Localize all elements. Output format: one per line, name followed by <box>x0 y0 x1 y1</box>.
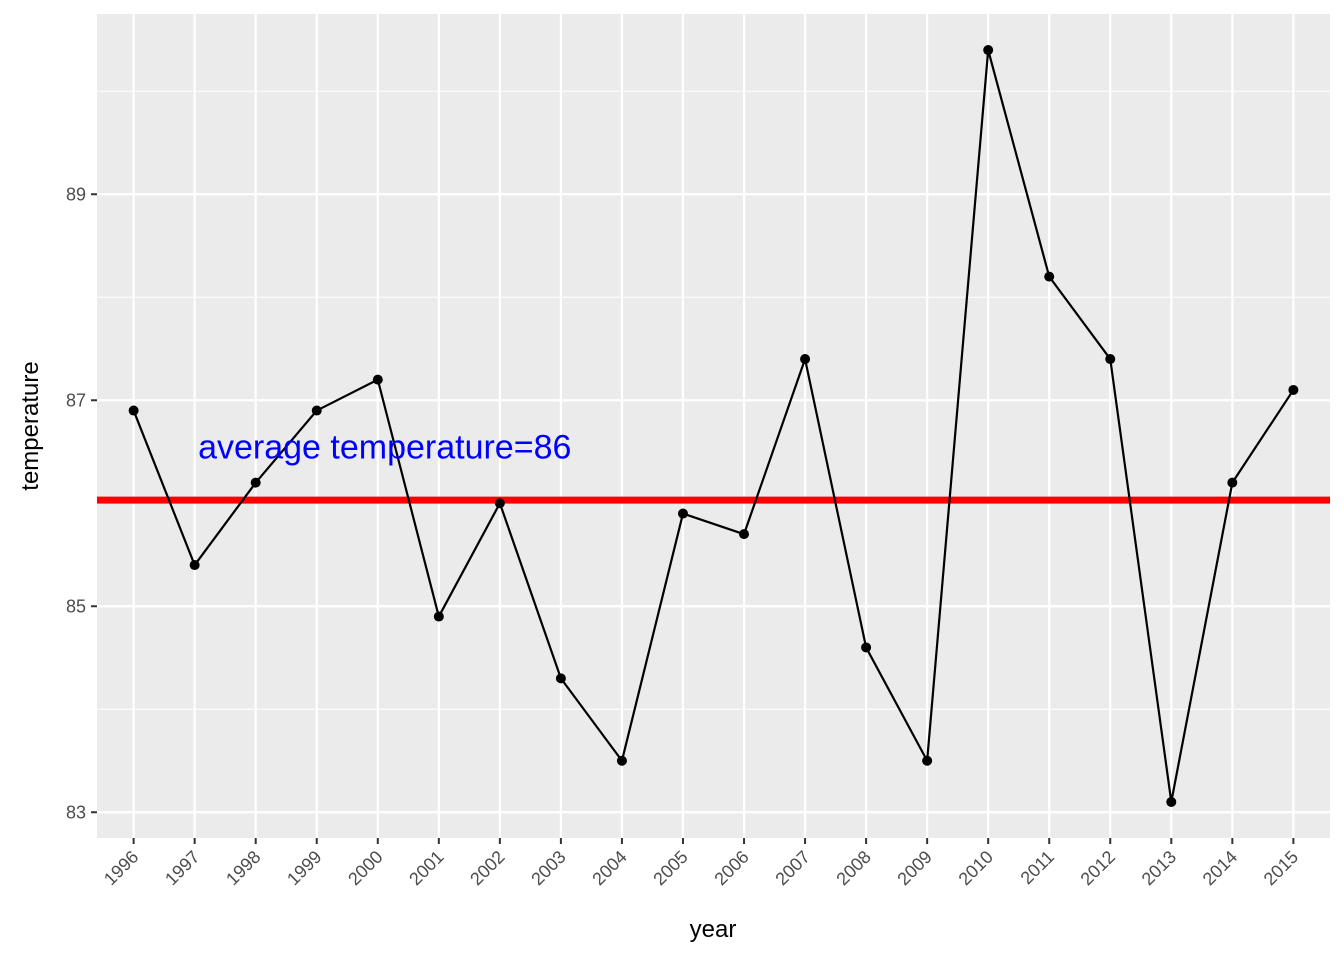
x-tick-label: 2012 <box>1077 847 1119 889</box>
series-line <box>132 48 1295 804</box>
y-axis: 83 85 87 89 <box>66 184 97 822</box>
x-tick-label: 2014 <box>1199 847 1241 889</box>
data-point <box>983 45 994 56</box>
x-tick-label: 2008 <box>832 847 874 889</box>
average-annotation: average temperature=86 <box>198 429 571 467</box>
data-point <box>433 611 444 622</box>
data-point <box>1105 354 1116 365</box>
y-axis-title: temperature <box>17 361 44 490</box>
data-point <box>677 508 688 519</box>
data-point <box>1166 796 1177 807</box>
x-tick-label: 1999 <box>283 847 325 889</box>
data-point <box>1227 477 1238 488</box>
data-point <box>250 477 261 488</box>
data-point <box>128 405 139 416</box>
x-tick-label: 2003 <box>527 847 569 889</box>
x-tick-label: 2010 <box>955 847 997 889</box>
x-tick-label: 2000 <box>344 847 386 889</box>
x-tick-label: 1996 <box>100 847 142 889</box>
y-tick-label: 89 <box>66 184 86 204</box>
data-point <box>189 560 200 571</box>
data-point <box>494 498 505 509</box>
y-tick-label: 83 <box>66 802 86 822</box>
data-point <box>800 354 811 365</box>
x-tick-label: 2004 <box>588 847 630 889</box>
x-axis: 1996 1997 1998 1999 2000 2001 2002 2003 2004 2005… <box>100 838 1302 889</box>
x-tick-label: 2005 <box>649 847 691 889</box>
data-point <box>739 529 750 540</box>
plot-panel <box>97 14 1330 838</box>
data-point <box>861 642 872 653</box>
series-layer <box>128 45 1299 807</box>
x-tick-label: 1997 <box>161 847 203 889</box>
y-tick-label: 87 <box>66 390 86 410</box>
x-tick-label: 2002 <box>466 847 508 889</box>
x-tick-label: 2015 <box>1260 847 1302 889</box>
x-tick-label: 2009 <box>894 847 936 889</box>
data-point <box>1288 384 1299 395</box>
x-tick-label: 2006 <box>710 847 752 889</box>
x-tick-label: 1998 <box>222 847 264 889</box>
x-axis-title: year <box>690 916 737 943</box>
data-point <box>311 405 322 416</box>
data-point <box>616 755 627 766</box>
y-tick-label: 85 <box>66 596 86 616</box>
major-gridlines <box>97 14 1330 838</box>
x-tick-label: 2013 <box>1138 847 1180 889</box>
data-point <box>555 673 566 684</box>
data-point <box>372 374 383 385</box>
x-tick-label: 2001 <box>405 847 447 889</box>
data-point <box>922 755 933 766</box>
data-point <box>1044 271 1055 282</box>
x-tick-label: 2011 <box>1017 847 1059 889</box>
x-tick-label: 2007 <box>771 847 813 889</box>
